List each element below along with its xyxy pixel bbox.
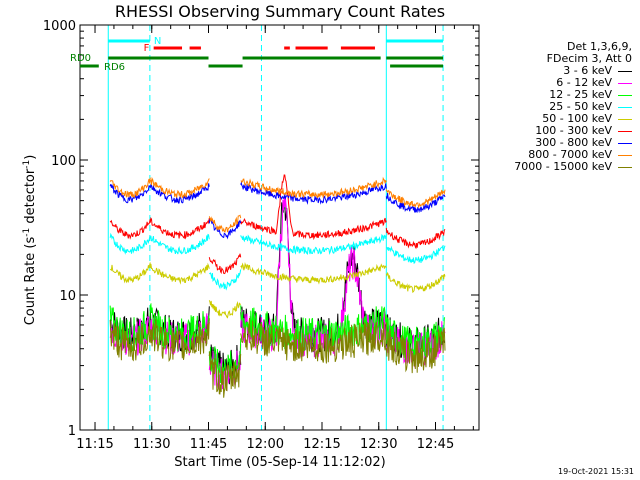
- x-tick-label: 11:45: [190, 437, 227, 452]
- flag-label-rd0: RD0: [70, 53, 91, 64]
- legend-header-2: FDecim 3, Att 0: [546, 52, 632, 65]
- series-line: [109, 181, 446, 240]
- x-tick-label: 11:15: [76, 437, 113, 452]
- series-line: [109, 317, 446, 398]
- plot-frame: [79, 24, 480, 431]
- series-line: [109, 174, 446, 275]
- series-line: [109, 302, 446, 384]
- legend-swatch: [618, 106, 632, 108]
- legend-swatch: [618, 142, 632, 144]
- legend-entry: 50 - 100 keV: [514, 113, 632, 125]
- legend-entry-label: 50 - 100 keV: [542, 112, 612, 125]
- legend-entry-label: 25 - 50 keV: [549, 100, 612, 113]
- legend: Det 1,3,6,9, FDecim 3, Att 0 3 - 6 keV 6 …: [514, 41, 632, 173]
- legend-entry: 100 - 300 keV: [514, 125, 632, 137]
- legend-entry: 7000 - 15000 keV: [514, 161, 632, 173]
- legend-swatch: [618, 118, 632, 120]
- y-tick-label: 1000: [43, 19, 76, 34]
- legend-entry-label: 300 - 800 keV: [535, 136, 612, 149]
- legend-entry: 25 - 50 keV: [514, 101, 632, 113]
- y-tick-label: 1: [68, 424, 76, 439]
- legend-entry-label: 3 - 6 keV: [563, 64, 612, 77]
- legend-entry: 12 - 25 keV: [514, 89, 632, 101]
- legend-entry-label: 800 - 7000 keV: [528, 148, 612, 161]
- series-line: [109, 261, 446, 319]
- legend-swatch: [618, 82, 632, 84]
- flag-label-n: N: [154, 36, 161, 47]
- x-tick-label: 12:15: [303, 437, 340, 452]
- legend-entry-label: 6 - 12 keV: [556, 76, 612, 89]
- legend-entry: 300 - 800 keV: [514, 137, 632, 149]
- chart-title: RHESSI Observing Summary Count Rates: [114, 2, 446, 21]
- legend-header-1: Det 1,3,6,9,: [566, 40, 632, 53]
- legend-swatch: [618, 166, 632, 168]
- legend-entry-label: 12 - 25 keV: [549, 88, 612, 101]
- legend-entry: 3 - 6 keV: [514, 65, 632, 77]
- x-tick-label: 11:30: [133, 437, 170, 452]
- y-tick-label: 10: [59, 289, 76, 304]
- x-tick-label: 12:00: [247, 437, 284, 452]
- flag-label-f: F: [144, 43, 150, 54]
- legend-swatch: [618, 94, 632, 96]
- series-line: [109, 232, 446, 291]
- footer-date: 19-Oct-2021 15:31: [558, 467, 634, 476]
- legend-entry: 6 - 12 keV: [514, 77, 632, 89]
- y-tick-label: 100: [51, 154, 76, 169]
- series-line: [109, 176, 446, 233]
- legend-swatch: [618, 130, 632, 132]
- legend-entry-label: 7000 - 15000 keV: [514, 160, 612, 173]
- x-tick-label: 12:45: [417, 437, 454, 452]
- y-axis-label: Count Rate (s-1 detector-1): [21, 154, 39, 326]
- flag-label-rd6: RD6: [104, 62, 125, 73]
- x-tick-label: 12:30: [360, 437, 397, 452]
- legend-swatch: [618, 154, 632, 156]
- legend-swatch: [618, 70, 632, 72]
- x-axis-label: Start Time (05-Sep-14 11:12:02): [174, 455, 386, 470]
- legend-entry-label: 100 - 300 keV: [535, 124, 612, 137]
- legend-entry: 800 - 7000 keV: [514, 149, 632, 161]
